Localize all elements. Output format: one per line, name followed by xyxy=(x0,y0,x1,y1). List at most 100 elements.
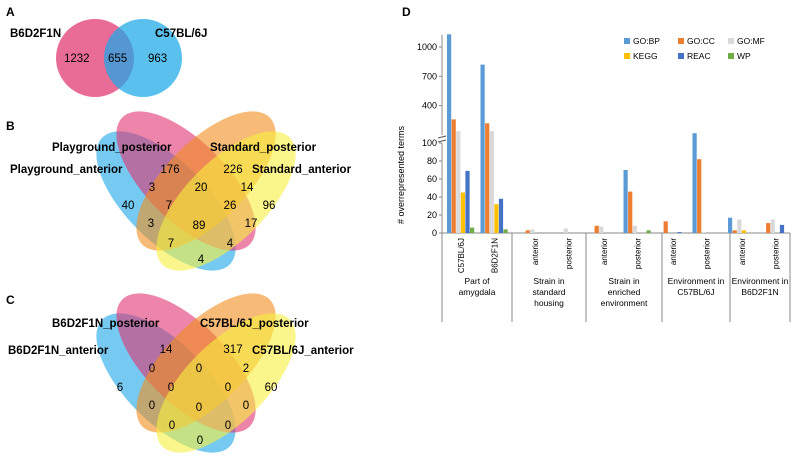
legend-swatch xyxy=(678,53,684,59)
group-label: C57BL/6J xyxy=(677,287,714,297)
bar-gocc xyxy=(451,119,456,233)
venn-b-orange-only: 226 xyxy=(223,164,242,176)
venn-b-region-center: 89 xyxy=(193,220,206,232)
bar-reac xyxy=(677,232,682,233)
venn-c-region-po: 0 xyxy=(196,363,202,375)
venn-a-right-label: C57BL/6J xyxy=(155,28,207,40)
bar-gobp xyxy=(623,170,628,233)
bar-kegg xyxy=(460,192,465,233)
venn-a: B6D2F1N C57BL/6J 1232 655 963 xyxy=(10,19,207,97)
venn-b-pink-only: 176 xyxy=(160,164,179,176)
panel-letter-d: D xyxy=(402,5,411,19)
bar-gomf xyxy=(530,229,535,233)
bar-gocc xyxy=(697,159,702,233)
legend-label: WP xyxy=(737,51,751,61)
x-category-label: posterior xyxy=(771,238,780,269)
venn-b-region-po: 20 xyxy=(195,182,208,194)
axis-break-mark-lower xyxy=(437,139,447,143)
x-category-label: posterior xyxy=(702,238,711,269)
group-label: environment xyxy=(601,298,648,308)
legend-label: GO:BP xyxy=(633,36,660,46)
venn-b-yellow-only: 96 xyxy=(263,200,276,212)
venn-b-label-top-left: Playground_posterior xyxy=(52,142,172,154)
bar-gocc xyxy=(732,230,737,233)
venn-a-circle-right xyxy=(104,19,182,97)
venn-c-region-center-top: 0 xyxy=(168,382,174,394)
bar-gocc xyxy=(525,230,530,233)
bar-wp xyxy=(503,229,508,233)
venn-c-ellipse-yellow xyxy=(156,313,296,453)
x-category-label: anterior xyxy=(669,238,678,265)
venn-a-overlap: 655 xyxy=(108,53,127,65)
venn-c-region-pink-orange-yellow: 0 xyxy=(225,382,231,394)
bar-reac xyxy=(779,224,785,233)
bar-kegg xyxy=(741,230,746,233)
panel-letter-b: B xyxy=(6,119,15,133)
panel-letter-c: C xyxy=(6,293,15,307)
venn-c-label-top-right: C57BL/6J_posterior xyxy=(200,318,309,330)
y-tick-label: 100 xyxy=(422,138,437,148)
y-tick-label: 20 xyxy=(427,210,437,220)
legend-swatch xyxy=(728,53,734,59)
group-label: housing xyxy=(534,298,564,308)
legend-label: GO:CC xyxy=(687,36,715,46)
bar-gobp xyxy=(480,64,485,233)
y-tick-label: 400 xyxy=(422,101,437,111)
venn-c-label-right: C57BL/6J_anterior xyxy=(252,345,354,357)
venn-b-region-bottom: 4 xyxy=(198,254,205,266)
bar-gomf xyxy=(599,226,604,233)
x-category-label: anterior xyxy=(738,238,747,265)
group-label: Strain in xyxy=(608,276,639,286)
venn-c-region-oy: 2 xyxy=(243,363,249,375)
legend-swatch xyxy=(624,38,630,44)
group-label: Environment in xyxy=(732,276,789,286)
group-label: enriched xyxy=(608,287,641,297)
venn-b-region-oy: 14 xyxy=(241,182,254,194)
bar-gocc xyxy=(594,225,599,233)
venn-a-left-label: B6D2F1N xyxy=(10,28,61,40)
bar-chart: # overrepresented terms GO:BP GO:CC GO:MF K… xyxy=(396,34,791,322)
venn-c-yellow-only: 60 xyxy=(265,382,278,394)
group-label: B6D2F1N xyxy=(741,287,778,297)
y-tick-label: 80 xyxy=(427,156,437,166)
venn-c-pink-only: 14 xyxy=(160,344,173,356)
venn-b-region-bp: 3 xyxy=(149,182,155,194)
group-label: standard xyxy=(532,287,565,297)
bar-gocc xyxy=(628,191,633,233)
bar-gomf xyxy=(489,131,494,233)
bar-gocc xyxy=(766,223,771,233)
bar-reac xyxy=(498,198,504,233)
y-tick-label: 40 xyxy=(427,192,437,202)
chart-legend: GO:BP GO:CC GO:MF KEGG REAC WP xyxy=(624,36,765,61)
venn-b-label-right: Standard_anterior xyxy=(252,164,352,176)
bar-gocc xyxy=(485,123,490,233)
bar-gomf xyxy=(563,228,568,233)
venn-c-region-py: 0 xyxy=(243,400,249,412)
venn-c-orange-only: 317 xyxy=(223,344,242,356)
x-category-label: B6D2F1N xyxy=(490,238,499,273)
venn-b-label-top-right: Standard_posterior xyxy=(210,142,317,154)
bar-wp xyxy=(470,227,475,233)
bar-gomf xyxy=(770,219,775,233)
venn-c-blue-only: 6 xyxy=(117,382,123,394)
x-category-label: anterior xyxy=(600,238,609,265)
legend-swatch xyxy=(728,38,734,44)
venn-b-ellipse-yellow xyxy=(156,131,296,271)
bar-wp xyxy=(646,230,651,233)
venn-c-region-bo: 0 xyxy=(149,400,155,412)
venn-a-left-only: 1232 xyxy=(64,53,90,65)
venn-b-region-bottom-left: 7 xyxy=(168,238,174,250)
panel-letter-a: A xyxy=(6,5,15,19)
venn-c-label-left: B6D2F1N_anterior xyxy=(8,345,109,357)
venn-b-region-pink-orange-yellow: 26 xyxy=(224,200,237,212)
legend-swatch xyxy=(624,53,630,59)
bar-gobp xyxy=(447,34,452,233)
legend-label: GO:MF xyxy=(737,36,765,46)
venn-b-region-bottom-right: 4 xyxy=(227,238,234,250)
legend-label: REAC xyxy=(687,51,711,61)
venn-c: B6D2F1N_posterior C57BL/6J_posterior B6D… xyxy=(8,293,354,453)
bar-reac xyxy=(465,170,470,233)
bar-kegg xyxy=(494,204,499,233)
y-tick-label: 1000 xyxy=(417,42,437,52)
